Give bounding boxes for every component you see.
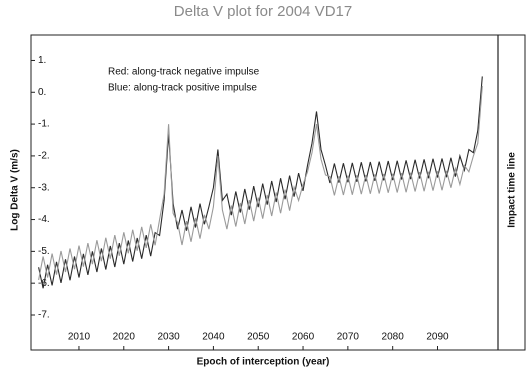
- impact-label: Impact time line: [507, 152, 518, 228]
- x-tick-label: 2070: [337, 332, 360, 343]
- series-line: [38, 85, 483, 281]
- x-tick-label: 2090: [426, 332, 449, 343]
- y-axis-label: Log Delta V (m/s): [10, 149, 21, 231]
- y-tick-label: -3.: [38, 182, 50, 193]
- x-tick-label: 2010: [68, 332, 91, 343]
- x-tick-label: 2060: [292, 332, 315, 343]
- x-axis-label: Epoch of interception (year): [197, 357, 330, 368]
- y-tick-label: -4.: [38, 214, 50, 225]
- y-tick-label: 1.: [38, 55, 46, 66]
- chart-title: Delta V plot for 2004 VD17: [174, 3, 352, 20]
- x-tick-label: 2080: [382, 332, 405, 343]
- y-tick-label: -7.: [38, 310, 50, 321]
- series-line: [38, 76, 483, 289]
- y-tick-label: 0.: [38, 87, 46, 98]
- plot-frame: [30, 34, 526, 351]
- y-tick-label: -2.: [38, 151, 50, 162]
- legend-entry: Blue: along-track positive impulse: [108, 83, 257, 94]
- y-tick-label: -1.: [38, 119, 50, 130]
- x-tick-label: 2030: [157, 332, 180, 343]
- y-tick-label: -5.: [38, 246, 50, 257]
- x-tick-label: 2040: [202, 332, 225, 343]
- x-tick-label: 2050: [247, 332, 270, 343]
- x-tick-label: 2020: [113, 332, 136, 343]
- legend-entry: Red: along-track negative impulse: [108, 67, 260, 78]
